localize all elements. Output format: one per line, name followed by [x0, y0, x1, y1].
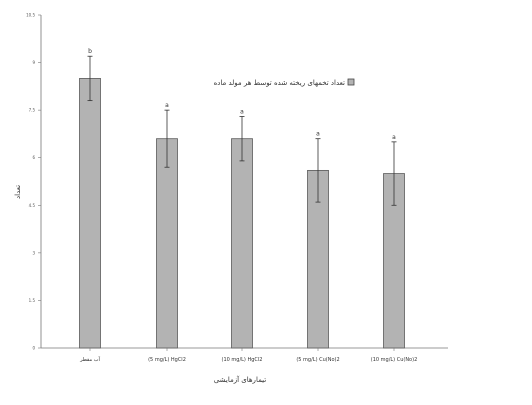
significance-label: a: [316, 131, 320, 138]
bar: [156, 138, 178, 349]
bar: [231, 138, 253, 349]
y-tick-label: 7.5: [29, 108, 36, 113]
y-tick-label: 1.5: [29, 298, 36, 303]
y-tick-label: 9: [32, 60, 35, 65]
y-tick-label: 10.5: [26, 13, 35, 18]
significance-label: a: [165, 102, 169, 109]
legend-label: تعداد تخمهای ریخته شده توسط هر مولد ماده: [214, 79, 345, 87]
legend-swatch: [347, 78, 355, 86]
significance-label: b: [88, 48, 92, 55]
category-label: آب مقطر: [79, 356, 100, 363]
y-tick-label: 4.5: [29, 203, 36, 208]
category-labels: آب مقطر (5 mg/L) HgCl2 (10 mg/L) HgCl2 (5 m…: [79, 348, 417, 363]
category-label: (10 mg/L) Cu(No)2: [371, 357, 418, 363]
bars: b a a a a: [79, 48, 405, 349]
y-axis-title: تعداد: [14, 185, 22, 199]
category-label: (10 mg/L) HgCl2: [222, 357, 263, 363]
significance-label: a: [392, 134, 396, 141]
bar: [79, 78, 101, 349]
y-ticks: 0 1.5 3 4.5 6 7.5 9 10.5: [26, 13, 41, 351]
legend: تعداد تخمهای ریخته شده توسط هر مولد ماده: [214, 78, 355, 87]
y-tick-label: 0: [32, 346, 35, 351]
y-tick-label: 3: [32, 250, 35, 255]
category-label: (5 mg/L) HgCl2: [148, 357, 186, 363]
x-axis-title: تیمارهای آزمایشی: [214, 375, 266, 384]
significance-label: a: [240, 108, 244, 115]
category-label: (5 mg/L) Cu(No)2: [296, 357, 339, 363]
y-tick-label: 6: [32, 155, 35, 160]
